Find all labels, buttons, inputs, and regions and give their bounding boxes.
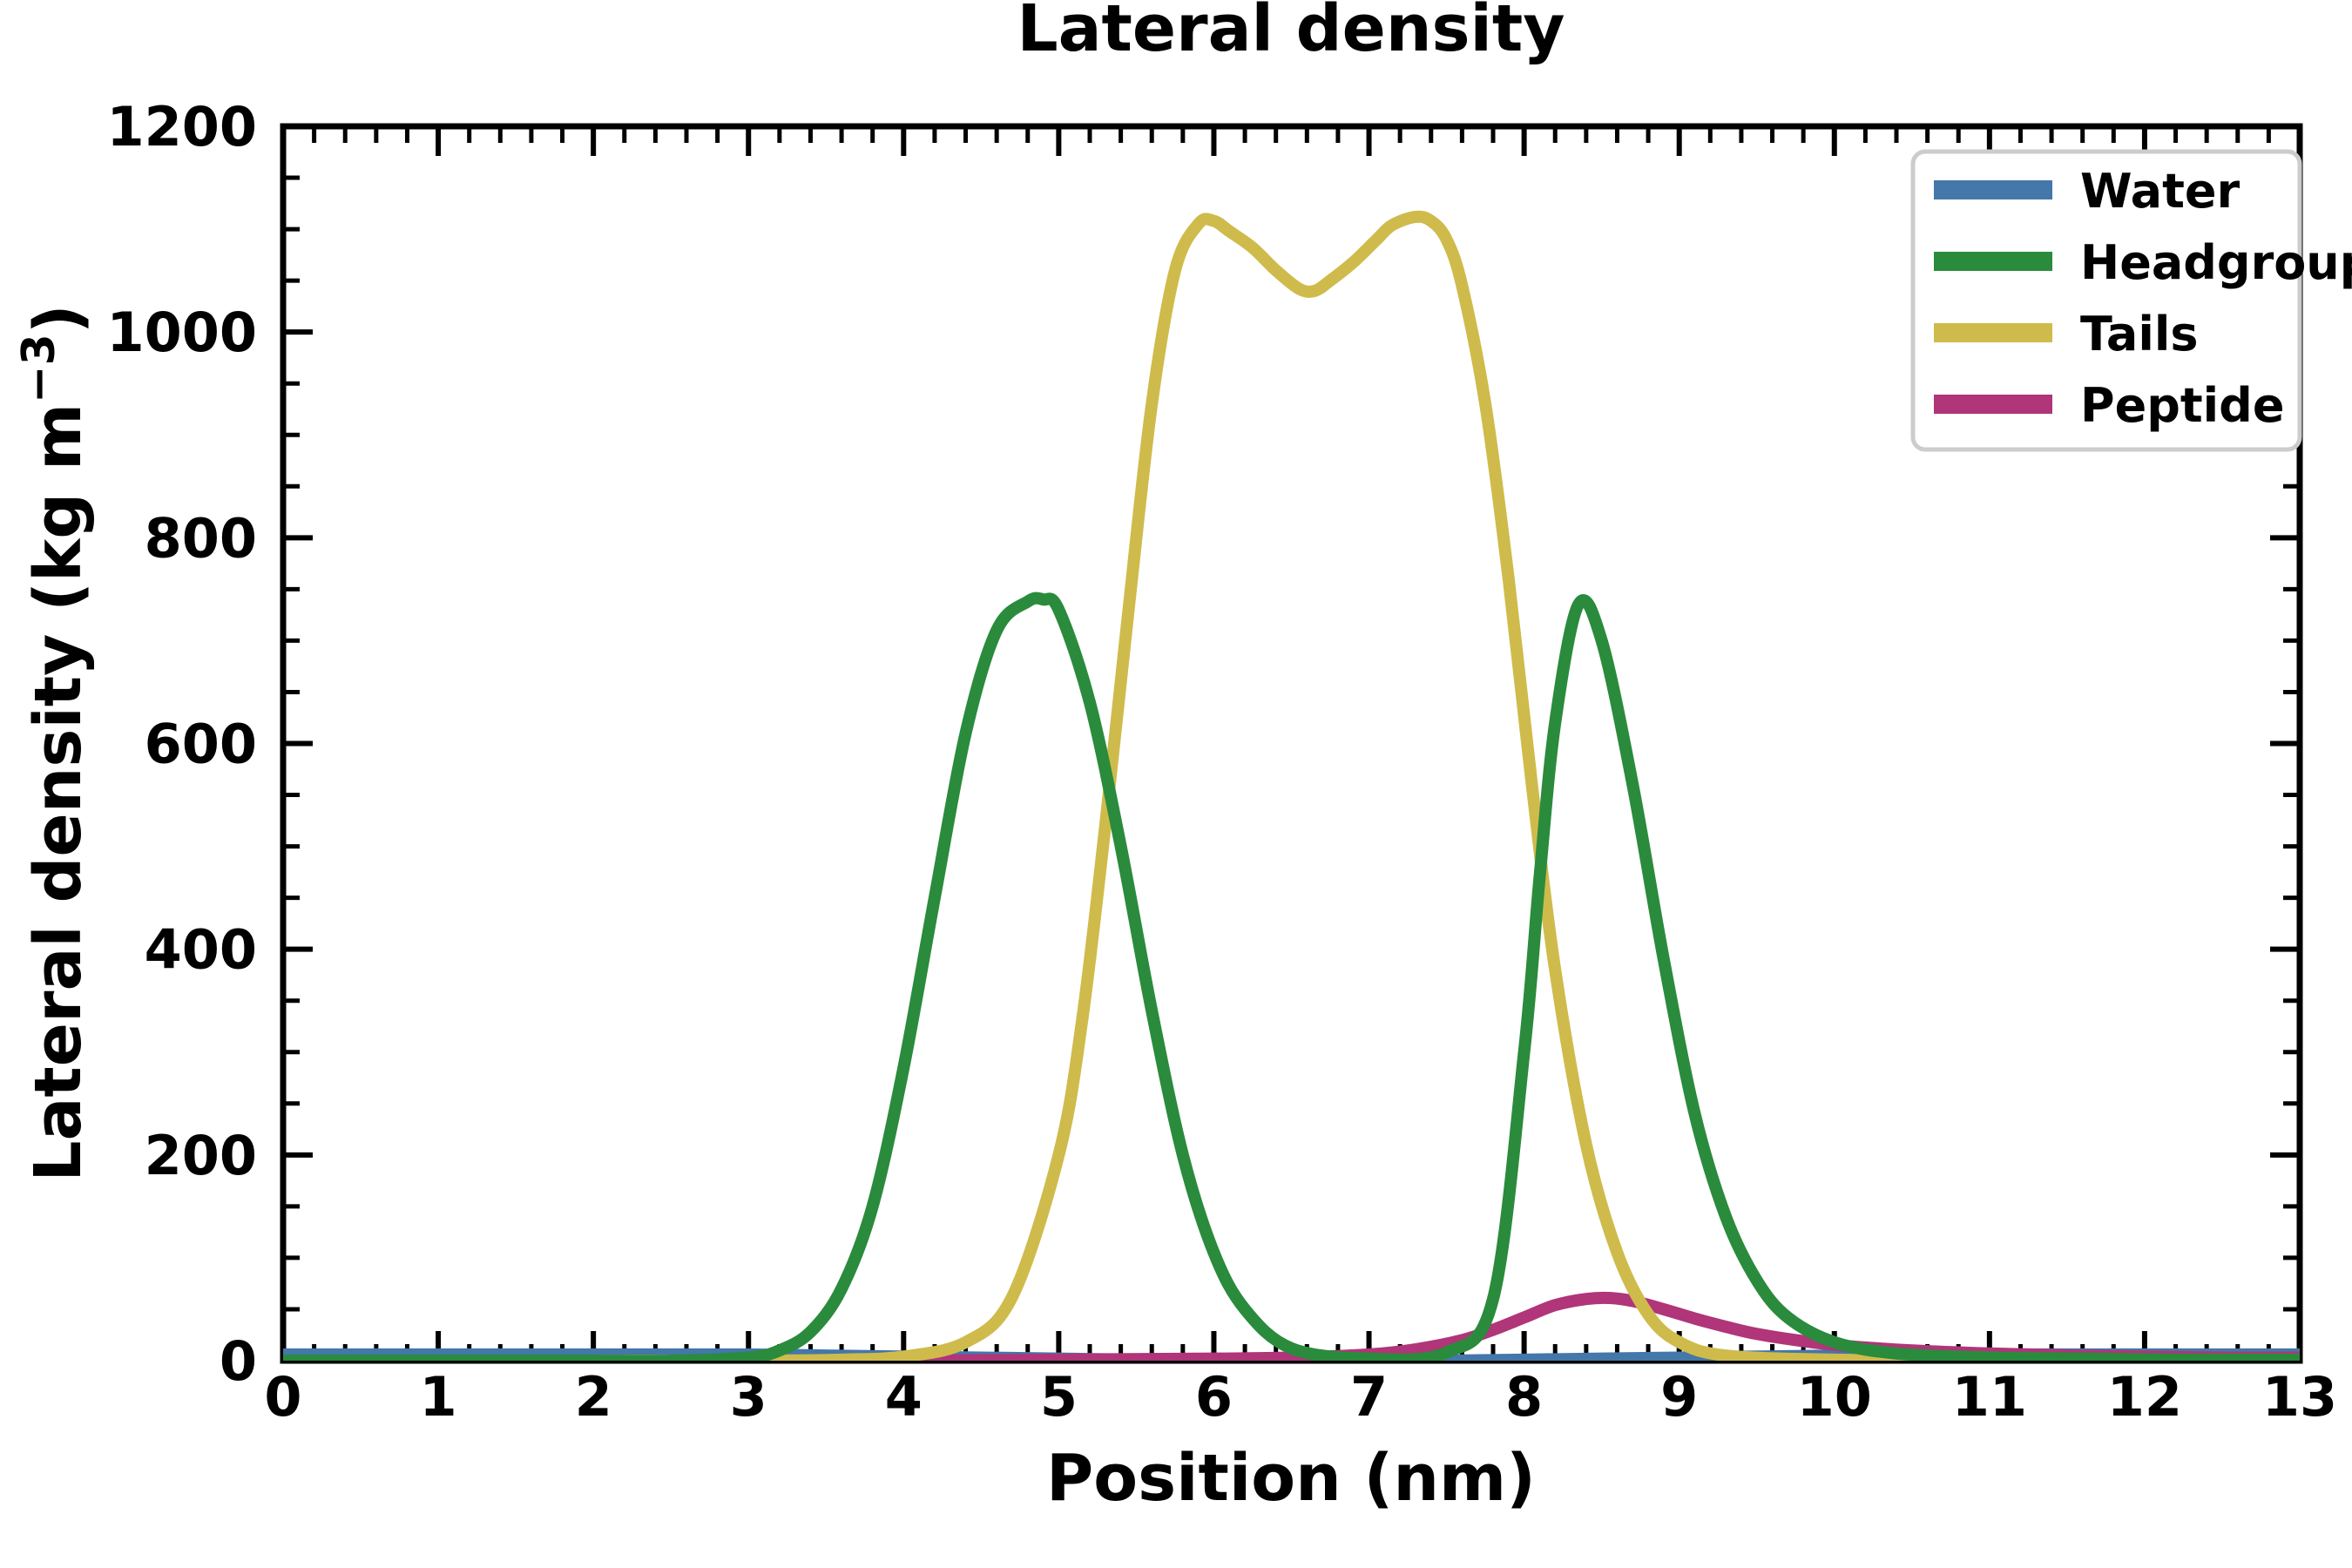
y-tick-label: 200 — [145, 1124, 257, 1187]
y-tick-label: 1200 — [106, 95, 257, 159]
y-axis-title: Lateral density (kg m−3) — [13, 304, 96, 1181]
series-line-headgroups — [283, 591, 2300, 1361]
legend-label-water[interactable]: Water — [2080, 164, 2240, 219]
x-tick-label: 6 — [1195, 1365, 1233, 1429]
data-series-layer — [283, 210, 2300, 1361]
series-line-tails — [283, 210, 2300, 1361]
x-axis-title: Position (nm) — [1046, 1441, 1536, 1516]
x-tick-label: 5 — [1040, 1365, 1078, 1429]
y-tick-label: 600 — [145, 713, 257, 776]
y-tick-label: 400 — [145, 918, 257, 982]
x-tick-label: 2 — [575, 1365, 612, 1429]
x-tick-label: 0 — [264, 1365, 301, 1429]
legend-background — [1910, 149, 2302, 452]
legend-label-headgroups[interactable]: Headgroups — [2080, 235, 2352, 290]
x-tick-label: 8 — [1505, 1365, 1543, 1429]
y-tick-label: 800 — [145, 506, 257, 570]
y-tick-label: 0 — [220, 1329, 257, 1393]
x-tick-label: 11 — [1952, 1365, 2027, 1429]
legend-label-peptide[interactable]: Peptide — [2080, 378, 2284, 433]
x-tick-label: 10 — [1797, 1365, 1872, 1429]
x-tick-label: 9 — [1660, 1365, 1698, 1429]
x-tick-label: 1 — [420, 1365, 457, 1429]
x-tick-label: 12 — [2107, 1365, 2182, 1429]
x-tick-label: 3 — [730, 1365, 767, 1429]
chart-title: Lateral density — [1017, 0, 1565, 66]
x-axis-tick-labels: 0 1 2 3 4 5 6 7 8 9 10 11 12 13 — [264, 1365, 2337, 1429]
x-tick-label: 7 — [1350, 1365, 1388, 1429]
x-tick-label: 4 — [885, 1365, 923, 1429]
chart-legend[interactable]: Water Headgroups Tails Peptide — [1910, 149, 2352, 452]
y-tick-label: 1000 — [106, 301, 257, 364]
y-axis-tick-labels: 0 200 400 600 800 1000 1200 — [106, 95, 257, 1393]
legend-label-tails[interactable]: Tails — [2080, 307, 2198, 362]
x-tick-label: 13 — [2262, 1365, 2337, 1429]
